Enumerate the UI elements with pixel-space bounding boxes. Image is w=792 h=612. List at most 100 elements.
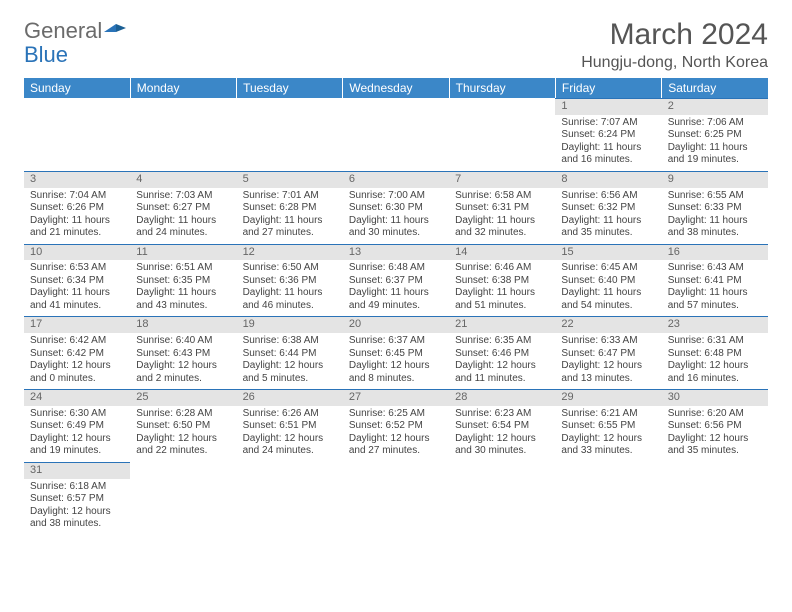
day-body: Sunrise: 6:21 AMSunset: 6:55 PMDaylight:… [555,406,661,462]
title-block: March 2024 Hungju-dong, North Korea [581,18,768,72]
weekday-header: Thursday [449,78,555,98]
sunrise-text: Sunrise: 6:21 AM [561,408,655,421]
sunset-text: Sunset: 6:43 PM [136,348,230,361]
daylight-text: Daylight: 12 hours and 24 minutes. [243,433,337,458]
day-number: 24 [24,389,130,406]
sunset-text: Sunset: 6:36 PM [243,275,337,288]
calendar-day-cell: 6Sunrise: 7:00 AMSunset: 6:30 PMDaylight… [343,171,449,244]
sunset-text: Sunset: 6:56 PM [668,420,762,433]
calendar-week-row: 1Sunrise: 7:07 AMSunset: 6:24 PMDaylight… [24,98,768,171]
daylight-text: Daylight: 12 hours and 0 minutes. [30,360,124,385]
daylight-text: Daylight: 11 hours and 41 minutes. [30,287,124,312]
sunrise-text: Sunrise: 6:45 AM [561,262,655,275]
daylight-text: Daylight: 11 hours and 19 minutes. [668,142,762,167]
day-number: 10 [24,244,130,261]
calendar-week-row: 24Sunrise: 6:30 AMSunset: 6:49 PMDayligh… [24,389,768,462]
sunrise-text: Sunrise: 6:18 AM [30,481,124,494]
calendar-day-cell: 29Sunrise: 6:21 AMSunset: 6:55 PMDayligh… [555,389,661,462]
weekday-header: Friday [555,78,661,98]
day-body: Sunrise: 6:43 AMSunset: 6:41 PMDaylight:… [662,260,768,316]
daylight-text: Daylight: 11 hours and 54 minutes. [561,287,655,312]
day-number: 31 [24,462,130,479]
sunset-text: Sunset: 6:40 PM [561,275,655,288]
calendar-empty-cell [449,98,555,171]
calendar-body: 1Sunrise: 7:07 AMSunset: 6:24 PMDaylight… [24,98,768,535]
daylight-text: Daylight: 12 hours and 5 minutes. [243,360,337,385]
calendar-day-cell: 19Sunrise: 6:38 AMSunset: 6:44 PMDayligh… [237,316,343,389]
daylight-text: Daylight: 12 hours and 22 minutes. [136,433,230,458]
sunrise-text: Sunrise: 6:42 AM [30,335,124,348]
day-body: Sunrise: 7:03 AMSunset: 6:27 PMDaylight:… [130,188,236,244]
calendar-day-cell: 24Sunrise: 6:30 AMSunset: 6:49 PMDayligh… [24,389,130,462]
day-number: 17 [24,316,130,333]
sunset-text: Sunset: 6:30 PM [349,202,443,215]
sunrise-text: Sunrise: 6:28 AM [136,408,230,421]
daylight-text: Daylight: 11 hours and 24 minutes. [136,215,230,240]
sunrise-text: Sunrise: 6:55 AM [668,190,762,203]
location-text: Hungju-dong, North Korea [581,54,768,72]
sunset-text: Sunset: 6:51 PM [243,420,337,433]
sunrise-text: Sunrise: 7:07 AM [561,117,655,130]
calendar-week-row: 10Sunrise: 6:53 AMSunset: 6:34 PMDayligh… [24,244,768,317]
day-number: 29 [555,389,661,406]
day-number: 22 [555,316,661,333]
day-body: Sunrise: 6:28 AMSunset: 6:50 PMDaylight:… [130,406,236,462]
daylight-text: Daylight: 11 hours and 27 minutes. [243,215,337,240]
day-number: 9 [662,171,768,188]
daylight-text: Daylight: 12 hours and 19 minutes. [30,433,124,458]
day-number: 13 [343,244,449,261]
daylight-text: Daylight: 12 hours and 33 minutes. [561,433,655,458]
day-number: 1 [555,98,661,115]
sunset-text: Sunset: 6:55 PM [561,420,655,433]
sunrise-text: Sunrise: 6:26 AM [243,408,337,421]
calendar-day-cell: 21Sunrise: 6:35 AMSunset: 6:46 PMDayligh… [449,316,555,389]
sunset-text: Sunset: 6:37 PM [349,275,443,288]
daylight-text: Daylight: 11 hours and 21 minutes. [30,215,124,240]
calendar-day-cell: 22Sunrise: 6:33 AMSunset: 6:47 PMDayligh… [555,316,661,389]
sunrise-text: Sunrise: 6:25 AM [349,408,443,421]
calendar-day-cell: 26 Sunrise: 6:26 AMSunset: 6:51 PMDayligh… [237,389,343,462]
day-body: Sunrise: 6:33 AMSunset: 6:47 PMDaylight:… [555,333,661,389]
daylight-text: Daylight: 12 hours and 2 minutes. [136,360,230,385]
weekday-header: Sunday [24,78,130,98]
day-body: Sunrise: 6:51 AMSunset: 6:35 PMDaylight:… [130,260,236,316]
daylight-text: Daylight: 11 hours and 38 minutes. [668,215,762,240]
day-number: 6 [343,171,449,188]
logo: General [24,18,128,44]
day-number: 26 [237,389,343,406]
flag-icon [104,18,126,44]
day-number: 5 [237,171,343,188]
calendar-day-cell: 16Sunrise: 6:43 AMSunset: 6:41 PMDayligh… [662,244,768,317]
day-number: 18 [130,316,236,333]
day-number: 25 [130,389,236,406]
calendar-day-cell: 5Sunrise: 7:01 AMSunset: 6:28 PMDaylight… [237,171,343,244]
sunset-text: Sunset: 6:54 PM [455,420,549,433]
calendar-day-cell: 27Sunrise: 6:25 AMSunset: 6:52 PMDayligh… [343,389,449,462]
daylight-text: Daylight: 11 hours and 57 minutes. [668,287,762,312]
sunset-text: Sunset: 6:25 PM [668,129,762,142]
sunset-text: Sunset: 6:52 PM [349,420,443,433]
sunrise-text: Sunrise: 7:03 AM [136,190,230,203]
sunset-text: Sunset: 6:34 PM [30,275,124,288]
day-number: 4 [130,171,236,188]
sunrise-text: Sunrise: 7:01 AM [243,190,337,203]
day-body: Sunrise: 7:04 AMSunset: 6:26 PMDaylight:… [24,188,130,244]
calendar-header-row: SundayMondayTuesdayWednesdayThursdayFrid… [24,78,768,98]
sunrise-text: Sunrise: 6:37 AM [349,335,443,348]
sunset-text: Sunset: 6:32 PM [561,202,655,215]
day-number: 23 [662,316,768,333]
calendar-day-cell: 7Sunrise: 6:58 AMSunset: 6:31 PMDaylight… [449,171,555,244]
daylight-text: Daylight: 11 hours and 51 minutes. [455,287,549,312]
day-body: Sunrise: 7:06 AMSunset: 6:25 PMDaylight:… [662,115,768,171]
header: General March 2024 Hungju-dong, North Ko… [24,18,768,72]
calendar-empty-cell [343,98,449,171]
daylight-text: Daylight: 11 hours and 46 minutes. [243,287,337,312]
day-number: 19 [237,316,343,333]
sunrise-text: Sunrise: 6:33 AM [561,335,655,348]
sunrise-text: Sunrise: 6:46 AM [455,262,549,275]
daylight-text: Daylight: 12 hours and 38 minutes. [30,506,124,531]
sunrise-text: Sunrise: 6:38 AM [243,335,337,348]
day-body: Sunrise: 7:00 AMSunset: 6:30 PMDaylight:… [343,188,449,244]
calendar-day-cell: 3Sunrise: 7:04 AMSunset: 6:26 PMDaylight… [24,171,130,244]
daylight-text: Daylight: 11 hours and 32 minutes. [455,215,549,240]
